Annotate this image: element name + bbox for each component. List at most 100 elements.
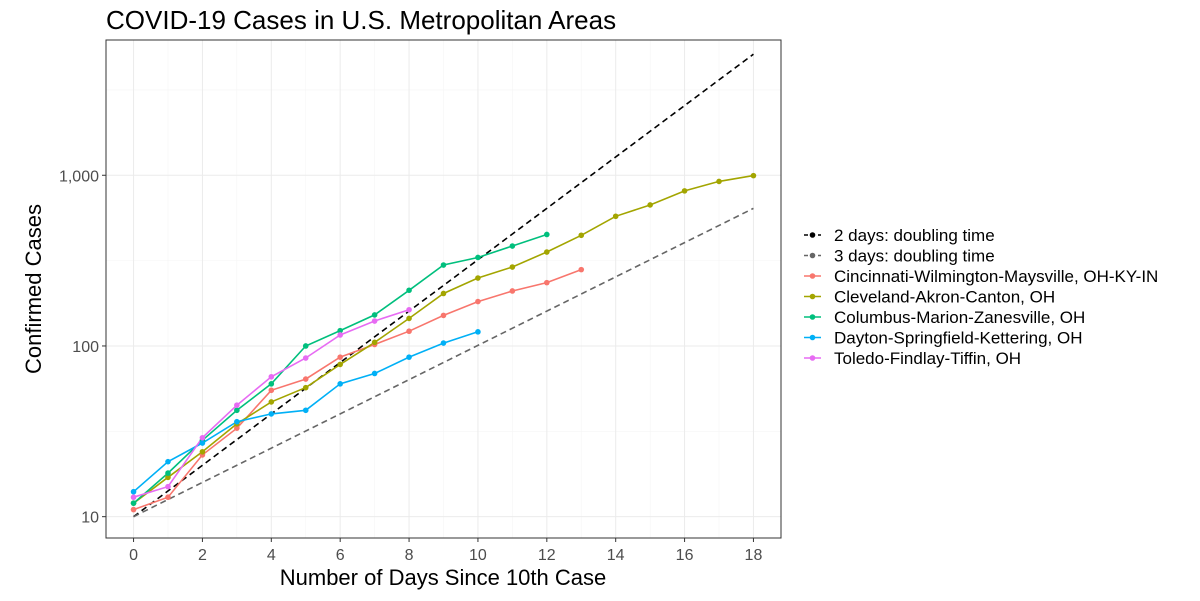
data-point: [475, 329, 481, 335]
legend-item: Toledo-Findlay-Tiffin, OH: [804, 349, 1021, 368]
legend-label: Columbus-Marion-Zanesville, OH: [834, 308, 1085, 327]
y-tick-label: 10: [81, 510, 99, 527]
legend: 2 days: doubling time 3 days: doubling ti…: [804, 226, 1158, 368]
data-point: [268, 387, 275, 394]
data-point: [406, 315, 412, 322]
data-point: [612, 213, 619, 220]
data-point: [130, 500, 137, 506]
legend-key-point: [809, 355, 816, 361]
data-point: [302, 407, 309, 414]
legend-item: Cincinnati-Wilmington-Maysville, OH-KY-I…: [804, 267, 1158, 286]
data-point: [234, 407, 240, 414]
data-point: [337, 354, 343, 360]
data-point: [647, 202, 653, 208]
data-point: [130, 506, 137, 513]
x-axis-title: Number of Days Since 10th Case: [280, 565, 607, 590]
legend-key-point: [809, 293, 816, 300]
data-point: [337, 327, 343, 334]
data-point: [337, 381, 343, 387]
data-point: [268, 399, 275, 405]
data-point: [234, 402, 240, 408]
legend-item: Dayton-Springfield-Kettering, OH: [804, 329, 1083, 348]
y-axis: 10 100 1,000: [59, 168, 106, 527]
legend-item: Cleveland-Akron-Canton, OH: [804, 288, 1055, 307]
reference-lines: [133, 53, 754, 518]
data-point: [165, 494, 171, 501]
x-tick-label: 6: [336, 547, 345, 564]
data-point: [750, 172, 757, 179]
legend-item: Columbus-Marion-Zanesville, OH: [804, 308, 1085, 327]
reference-line-1: [133, 53, 754, 518]
reference-line-2: [133, 207, 754, 518]
data-point: [509, 243, 516, 249]
data-point: [371, 339, 378, 346]
legend-label: Cleveland-Akron-Canton, OH: [834, 288, 1055, 307]
series-line-1: [133, 268, 582, 511]
legend-item: 2 days: doubling time: [804, 226, 995, 245]
data-point: [544, 249, 550, 255]
data-point: [475, 298, 481, 305]
x-tick-label: 4: [267, 547, 276, 564]
data-point: [681, 188, 688, 194]
x-tick-label: 8: [405, 547, 414, 564]
legend-key-point: [809, 232, 816, 238]
data-point: [234, 425, 240, 431]
data-point: [268, 411, 275, 417]
legend-key-point: [809, 273, 816, 279]
data-point: [199, 440, 206, 446]
x-tick-label: 10: [469, 547, 487, 564]
y-tick-label: 100: [72, 339, 99, 356]
data-point: [371, 370, 378, 377]
data-point: [509, 264, 516, 270]
y-tick-label: 1,000: [59, 168, 99, 185]
data-point: [578, 232, 585, 239]
legend-label: 2 days: doubling time: [834, 226, 995, 245]
data-point: [234, 418, 240, 425]
data-point: [302, 376, 309, 382]
data-point: [406, 306, 412, 313]
data-point: [302, 343, 309, 349]
x-tick-label: 0: [129, 547, 138, 564]
data-point: [371, 312, 378, 318]
data-point: [302, 355, 309, 361]
x-tick-label: 2: [198, 547, 207, 564]
chart-title: COVID-19 Cases in U.S. Metropolitan Area…: [106, 5, 616, 35]
data-point: [165, 474, 171, 481]
legend-key-point: [809, 334, 816, 341]
x-tick-label: 16: [676, 547, 694, 564]
data-point: [544, 279, 550, 286]
x-tick-label: 18: [745, 547, 763, 564]
data-point: [302, 384, 309, 391]
data-point: [440, 312, 447, 319]
minor-gridlines: [106, 40, 781, 538]
legend-item: 3 days: doubling time: [804, 247, 995, 266]
data-point: [165, 458, 171, 465]
data-point: [578, 266, 585, 273]
data-point: [440, 290, 447, 297]
data-point: [130, 488, 137, 495]
data-point: [406, 287, 412, 294]
data-point: [440, 262, 447, 268]
data-point: [199, 448, 206, 455]
x-axis: 0 2 4 6 8 10 12 14 16 18: [129, 538, 762, 564]
data-point: [716, 178, 722, 185]
data-point: [165, 483, 171, 490]
legend-label: Cincinnati-Wilmington-Maysville, OH-KY-I…: [834, 267, 1158, 286]
legend-label: Dayton-Springfield-Kettering, OH: [834, 329, 1083, 348]
panel-border: [105, 39, 782, 539]
legend-key-point: [809, 314, 816, 320]
legend-label: 3 days: doubling time: [834, 247, 995, 266]
data-point: [130, 494, 137, 501]
data-point: [406, 328, 412, 335]
data-point: [337, 332, 343, 338]
legend-label: Toledo-Findlay-Tiffin, OH: [834, 349, 1021, 368]
data-point: [165, 470, 171, 476]
data-point: [440, 340, 447, 346]
series-points: [130, 172, 757, 513]
data-point: [268, 373, 275, 380]
legend-key-point: [809, 252, 816, 259]
data-point: [406, 354, 412, 360]
data-point: [475, 275, 481, 281]
data-point: [337, 361, 343, 368]
